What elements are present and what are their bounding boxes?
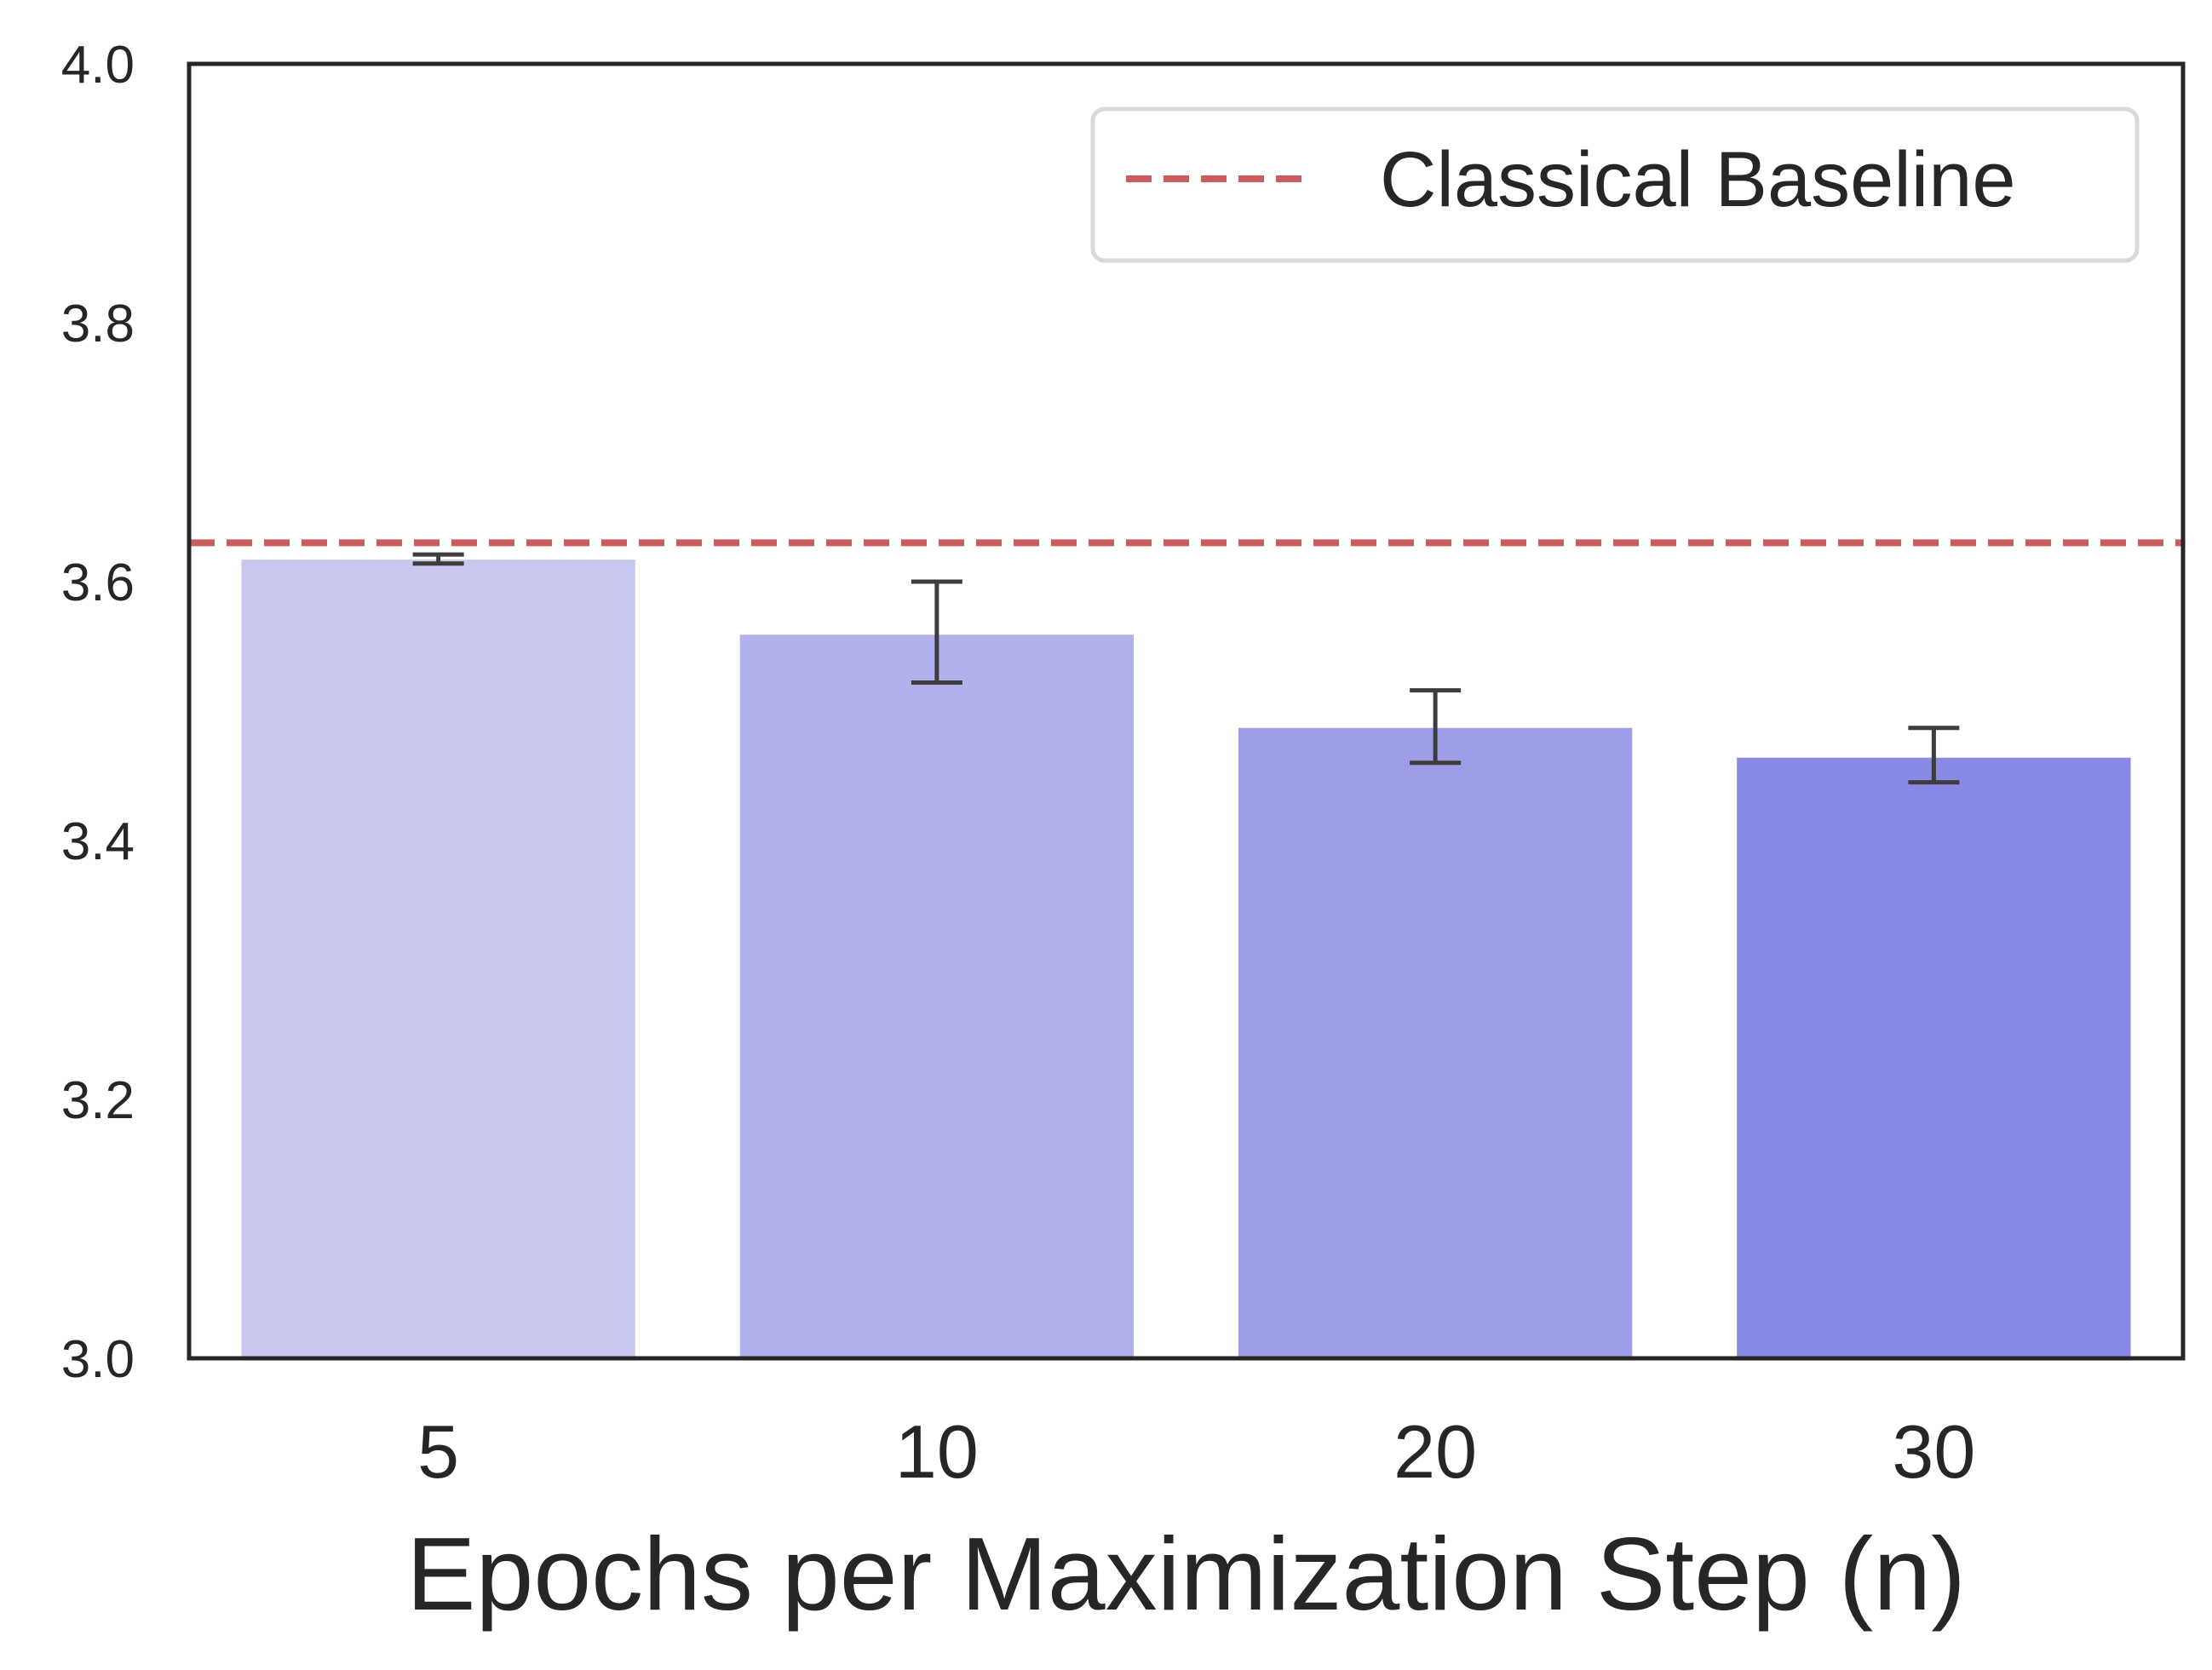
legend-box xyxy=(1090,106,2140,263)
plot-frame xyxy=(187,61,2186,1361)
bar-20 xyxy=(1238,727,1633,1358)
error-bar-30 xyxy=(1908,726,1960,785)
x-tick-label: 5 xyxy=(417,1409,459,1494)
y-tick-label: 3.6 xyxy=(61,554,135,612)
x-axis-label: Epochs per Maximization Step (n) xyxy=(406,1516,1966,1632)
bar-30 xyxy=(1737,757,2131,1358)
x-tick-label: 10 xyxy=(895,1409,979,1494)
x-axis: 5 10 20 30 xyxy=(417,1409,1975,1494)
legend-label-baseline: Classical Baseline xyxy=(1380,136,2016,223)
y-tick-label: 3.8 xyxy=(61,295,135,353)
bar-5 xyxy=(241,560,635,1358)
error-bar-20 xyxy=(1410,688,1462,766)
y-tick-label: 3.0 xyxy=(61,1330,135,1389)
x-tick-label: 20 xyxy=(1393,1409,1477,1494)
bars-layer xyxy=(241,560,2131,1358)
y-tick-label: 4.0 xyxy=(61,36,135,95)
error-bar-5 xyxy=(412,552,464,566)
error-bars-layer xyxy=(412,552,1960,785)
y-tick-label: 3.4 xyxy=(61,812,135,871)
y-axis: 3.0 3.2 3.4 3.6 3.8 4.0 xyxy=(61,36,135,1389)
legend: Classical Baseline xyxy=(1090,106,2140,263)
error-bar-10 xyxy=(911,579,962,686)
bar-10 xyxy=(739,634,1135,1358)
x-tick-label: 30 xyxy=(1892,1409,1975,1494)
y-tick-label: 3.2 xyxy=(61,1071,135,1130)
